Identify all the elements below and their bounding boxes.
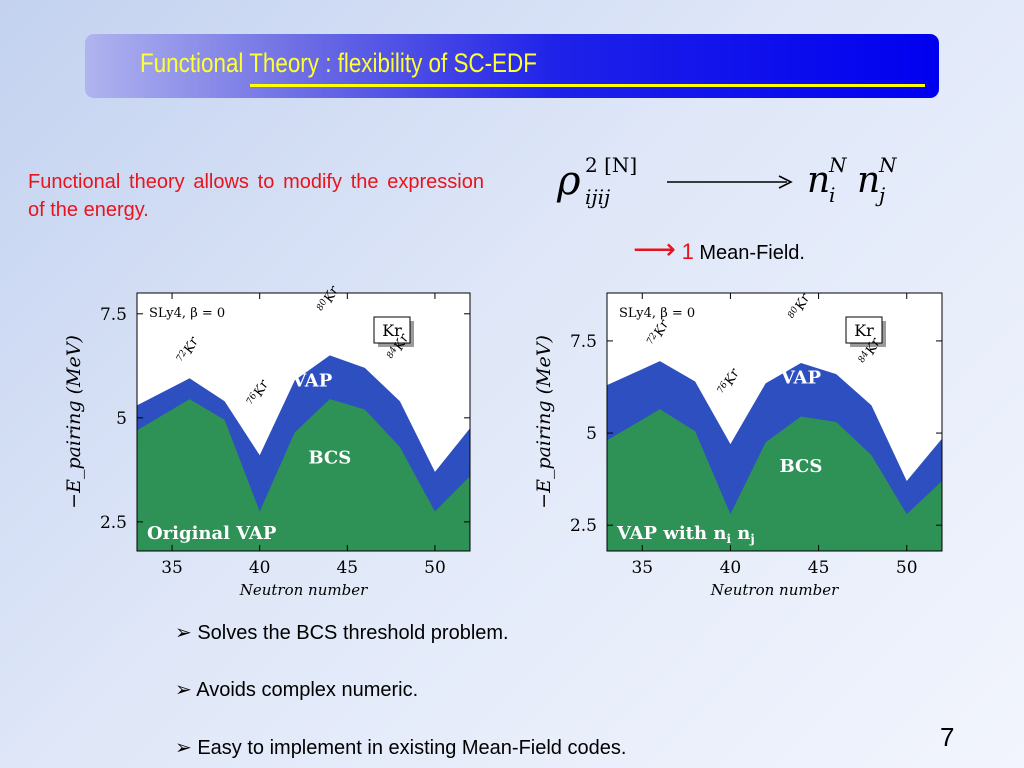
title-bar: Functional Theory : flexibility of SC-ED… <box>85 34 939 98</box>
inset-label: SLy4, β = 0 <box>619 306 695 321</box>
y-tick-label: 2.5 <box>100 513 127 533</box>
mean-field-note: ⟶ 1 Mean-Field. <box>633 232 805 267</box>
bcs-area <box>137 399 470 551</box>
formula-n-i-super: N <box>828 153 848 177</box>
isotope-label: 76Kr <box>716 366 743 398</box>
mean-field-label: Mean-Field. <box>699 242 805 264</box>
formula-rho-sub: ijij <box>585 185 610 209</box>
formula-n-i: n <box>807 160 830 201</box>
x-tick-label: 50 <box>896 558 918 578</box>
isotope-label: 80Kr <box>786 291 813 323</box>
bullet-item: ➢ Easy to implement in existing Mean-Fie… <box>175 737 627 759</box>
x-tick-label: 40 <box>720 558 742 578</box>
isotope-label: 72Kr <box>645 317 672 349</box>
series-label-bcs: BCS <box>780 456 823 477</box>
x-tick-label: 45 <box>808 558 830 578</box>
chart-original-vap: 35 40 45 50 2.5 5 7.5 Neutron number −E_pairing … <box>63 285 471 599</box>
nucleus-box <box>373 316 411 344</box>
isotope-label: 72Kr <box>175 334 202 366</box>
bullet-item: ➢ Solves the BCS threshold problem. <box>175 622 509 644</box>
inset-label: SLy4, β = 0 <box>149 306 225 321</box>
series-label-vap: VAP <box>291 371 333 392</box>
isotope-label: 76Kr <box>245 377 272 409</box>
y-tick-label: 7.5 <box>100 305 127 325</box>
x-tick-label: 35 <box>161 558 183 578</box>
right-arrow-icon: ⟶ <box>633 233 677 266</box>
formula-arrow-head <box>778 175 793 189</box>
title-underline <box>250 84 925 87</box>
bullet-arrow-icon: ➢ <box>175 622 192 644</box>
y-axis-label: −E_pairing (MeV) <box>533 335 555 509</box>
isotope-label: 84Kr <box>857 335 884 367</box>
chart-annotation: VAP with ni nj <box>616 523 755 546</box>
x-axis-label: Neutron number <box>710 581 839 599</box>
chart-vap-with-ninj: 35 40 45 50 2.5 5 7.5 Neutron number −E_pairing … <box>533 291 943 599</box>
formula-n-j: n <box>857 160 880 201</box>
x-tick-label: 45 <box>336 558 358 578</box>
nucleus-box-label: Kr <box>382 321 402 340</box>
y-axis-label: −E_pairing (MeV) <box>63 335 85 509</box>
nucleus-box <box>845 316 883 344</box>
series-label-bcs: BCS <box>308 448 351 469</box>
bullet-arrow-icon: ➢ <box>175 679 192 701</box>
intro-text: Functional theory allows to modify the e… <box>28 171 484 221</box>
x-tick-label: 40 <box>249 558 271 578</box>
plot-frame <box>136 292 471 552</box>
formula-n-i-sub: i <box>829 183 835 207</box>
bullet-arrow-icon: ➢ <box>175 737 192 759</box>
bullet-item: ➢ Avoids complex numeric. <box>175 679 419 701</box>
slide-title: Functional Theory : flexibility of SC-ED… <box>140 48 537 78</box>
density-formula: ρ 2 [N] ijij n N i n N j <box>556 153 898 209</box>
plot-frame <box>606 292 943 552</box>
x-axis-label: Neutron number <box>239 581 368 599</box>
formula-n-j-sub: j <box>875 183 885 207</box>
y-tick-label: 5 <box>116 409 127 429</box>
x-tick-label: 50 <box>424 558 446 578</box>
y-tick-label: 2.5 <box>570 516 597 536</box>
formula-rho: ρ <box>556 158 581 204</box>
mean-field-number: 1 <box>681 239 694 264</box>
formula-rho-super: 2 [N] <box>585 153 637 177</box>
x-tick-label: 35 <box>631 558 653 578</box>
bcs-area <box>607 409 942 551</box>
y-tick-label: 5 <box>586 424 597 444</box>
y-tick-label: 7.5 <box>570 332 597 352</box>
series-label-vap: VAP <box>780 367 822 388</box>
page-number: 7 <box>940 722 955 752</box>
isotope-label: 84Kr <box>385 331 412 363</box>
chart-annotation: Original VAP <box>147 523 277 544</box>
formula-n-j-super: N <box>878 153 898 177</box>
nucleus-box-label: Kr <box>854 321 874 340</box>
